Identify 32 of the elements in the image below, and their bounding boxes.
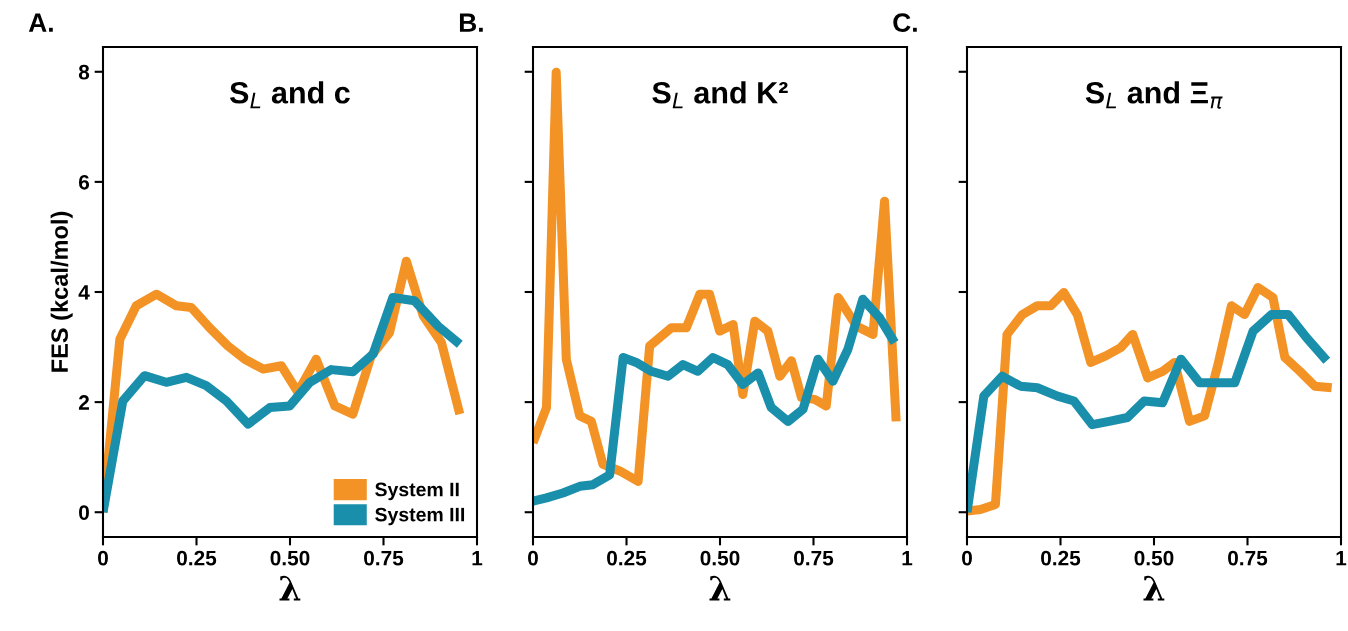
text: S$_{L}$ and K²	[652, 81, 788, 109]
legend-label: System II	[375, 482, 459, 501]
x-tick-label: 1	[472, 550, 483, 566]
x-tick-label: 0.75	[364, 550, 404, 566]
x-tick-label: 0	[98, 550, 108, 566]
text: A.	[28, 13, 53, 32]
x-tick-label: 0	[528, 550, 538, 566]
x-axis-title: λ	[279, 575, 301, 601]
x-tick-label: 0.50	[1134, 550, 1174, 566]
x-axis-title: λ	[709, 575, 731, 601]
y-axis-title: FES (kcal/mol)	[50, 211, 73, 372]
x-tick-label: 0.75	[1228, 550, 1268, 566]
x-tick-label: 0.50	[270, 550, 310, 566]
text: S$_{L}$ and Ξ$_{π}$	[1085, 81, 1223, 109]
x-tick-label: 0.25	[177, 550, 217, 566]
x-tick-label: 0.25	[607, 550, 647, 566]
x-axis-title: λ	[1143, 575, 1165, 601]
y-tick-label: 8	[78, 64, 90, 80]
legend-label: System III	[375, 507, 465, 526]
text: C.	[893, 13, 917, 32]
y-tick-label: 2	[78, 395, 89, 410]
x-tick-label: 0	[962, 550, 972, 566]
x-tick-label: 0.25	[1041, 550, 1081, 566]
x-tick-label: 1	[1336, 550, 1347, 566]
y-tick-label: 0	[79, 505, 89, 520]
y-tick-label: 6	[78, 174, 90, 190]
x-tick-label: 1	[902, 550, 913, 566]
y-tick-label: 4	[78, 285, 90, 300]
x-tick-label: 0.50	[700, 550, 740, 566]
text: B.	[459, 13, 483, 32]
x-tick-label: 0.75	[794, 550, 834, 566]
text: S$_{L}$ and c	[229, 81, 350, 109]
